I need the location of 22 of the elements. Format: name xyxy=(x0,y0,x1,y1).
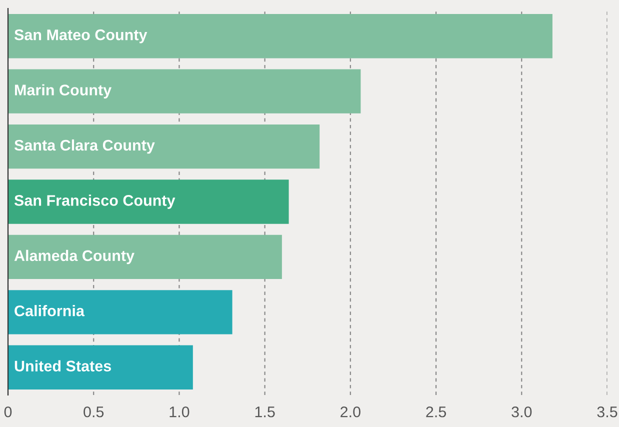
x-tick-label: 1.0 xyxy=(170,406,190,418)
y-tick-label: United States xyxy=(14,360,111,372)
bar xyxy=(8,69,361,114)
y-tick-label: San Mateo County xyxy=(14,29,148,44)
bar xyxy=(8,234,282,280)
bar xyxy=(8,180,289,224)
y-tick-label: San Francisco County xyxy=(14,194,176,209)
bar xyxy=(8,14,552,58)
bar xyxy=(8,345,193,390)
bar xyxy=(8,124,320,169)
y-tick-label: Alameda County xyxy=(14,250,134,264)
x-tick-label: 2.0 xyxy=(340,406,360,418)
x-tick-label: 0.5 xyxy=(84,406,104,418)
x-tick-label: 2.5 xyxy=(426,406,446,418)
x-tick-label: 3.5 xyxy=(597,406,618,418)
y-tick-label: Marin County xyxy=(15,84,112,98)
bar xyxy=(8,290,232,334)
y-tick-label: California xyxy=(14,305,85,316)
x-tick-label: 0 xyxy=(4,406,12,418)
x-tick-label: 3.0 xyxy=(512,406,532,418)
y-tick-label: Santa Clara County xyxy=(14,139,155,154)
x-tick-label: 1.5 xyxy=(255,406,275,418)
